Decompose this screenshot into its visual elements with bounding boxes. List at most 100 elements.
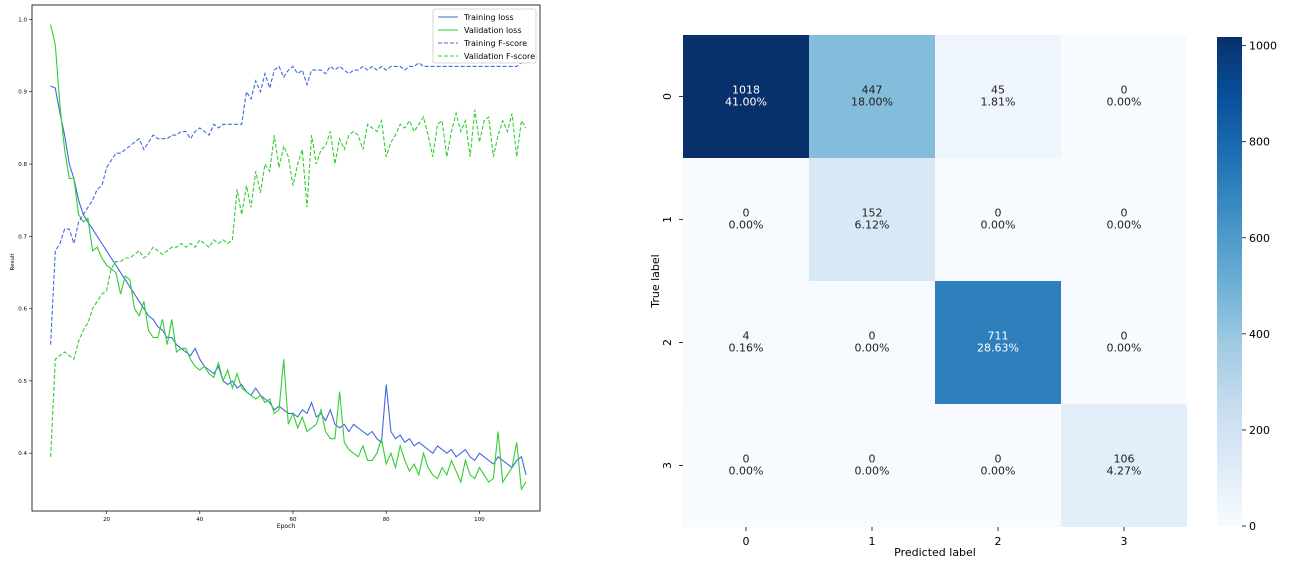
y-tick-label: 0.9 [18, 90, 27, 96]
heatmap-cell [935, 35, 1061, 158]
colorbar-tick-label: 800 [1249, 136, 1270, 149]
cell-count-label: 45 [991, 84, 1005, 97]
cell-count-label: 106 [1114, 453, 1135, 466]
heatmap-cell [1061, 35, 1187, 158]
legend-frame [432, 8, 537, 64]
heatmap-cell [1061, 281, 1187, 404]
x-tick-label: 20 [103, 517, 110, 523]
x-tick-label: 2 [995, 535, 1002, 548]
y-tick-label: 2 [661, 339, 674, 346]
heatmap-x-axis-label: Predicted label [894, 546, 976, 559]
y-tick-label: 3 [661, 462, 674, 469]
legend-entries: Training loss Validation loss Training F-s… [438, 13, 535, 61]
heatmap-cell [935, 281, 1061, 404]
y-tick-label: 0.7 [18, 234, 27, 240]
x-tick-label: 0 [743, 535, 750, 548]
cell-percent-label: 0.16% [729, 342, 764, 355]
y-tick-label: 0.6 [18, 307, 27, 313]
x-tick-label: 80 [383, 517, 390, 523]
heatmap-x-axis: 0 1 2 3 [743, 527, 1128, 548]
cell-count-label: 0 [869, 330, 876, 343]
cell-percent-label: 18.00% [851, 96, 893, 109]
line-chart-plot-area [31, 4, 541, 512]
cell-count-label: 152 [862, 207, 883, 220]
cell-percent-label: 41.00% [725, 96, 767, 109]
cell-percent-label: 0.00% [981, 465, 1016, 478]
legend-label: Training loss [463, 13, 514, 22]
x-tick-label: 1 [869, 535, 876, 548]
colorbar-ticks: 0 200 400 600 800 1000 [1242, 40, 1277, 533]
line-chart-y-axis-label: Result [10, 253, 16, 271]
line-chart-series-group [50, 24, 527, 491]
heatmap-cell [809, 158, 935, 281]
heatmap-y-axis: 0 1 2 3 [661, 93, 683, 469]
cell-percent-label: 4.27% [1107, 465, 1142, 478]
heatmap-y-axis-label: True label [649, 254, 662, 308]
line-chart: 0.40.50.60.70.80.91.0 20 40 60 80 100 Epoch … [10, 4, 541, 530]
colorbar-tick-label: 1000 [1249, 40, 1277, 53]
cell-count-label: 0 [995, 207, 1002, 220]
series-line-validation-f-score [50, 109, 527, 457]
colorbar-gradient [1217, 37, 1242, 526]
cell-count-label: 4 [743, 330, 750, 343]
cell-percent-label: 0.00% [855, 465, 890, 478]
line-chart-x-axis: 20 40 60 80 100 [103, 511, 485, 523]
series-line-validation-loss [50, 24, 527, 491]
heatmap-cell [683, 35, 809, 158]
cell-count-label: 0 [1121, 207, 1128, 220]
legend-label: Validation loss [464, 26, 522, 35]
cell-percent-label: 0.00% [1107, 96, 1142, 109]
colorbar: 0 200 400 600 800 1000 [1217, 37, 1277, 533]
cell-percent-label: 6.12% [855, 219, 890, 232]
x-tick-label: 40 [196, 517, 203, 523]
cell-percent-label: 0.00% [729, 465, 764, 478]
cell-percent-label: 0.00% [729, 219, 764, 232]
cell-count-label: 0 [743, 453, 750, 466]
colorbar-tick-label: 0 [1249, 520, 1256, 533]
cell-percent-label: 0.00% [855, 342, 890, 355]
cell-count-label: 0 [869, 453, 876, 466]
y-tick-label: 0.8 [18, 162, 27, 168]
x-tick-label: 100 [474, 517, 485, 523]
cell-count-label: 447 [862, 84, 883, 97]
heatmap-cells: 101841.00%44718.00%451.81%00.00%00.00%15… [683, 35, 1187, 527]
heatmap-cell [809, 404, 935, 527]
heatmap-cell [935, 404, 1061, 527]
x-tick-label: 3 [1121, 535, 1128, 548]
y-tick-label: 0 [661, 93, 674, 100]
heatmap-cell [1061, 158, 1187, 281]
x-tick-label: 60 [289, 517, 296, 523]
cell-count-label: 0 [1121, 84, 1128, 97]
cell-count-label: 0 [995, 453, 1002, 466]
y-tick-label: 0.4 [18, 451, 27, 457]
heatmap-cell [1061, 404, 1187, 527]
legend-label: Validation F-score [464, 52, 535, 61]
colorbar-tick-label: 200 [1249, 424, 1270, 437]
cell-count-label: 0 [743, 207, 750, 220]
series-line-training-loss [50, 85, 527, 476]
cell-percent-label: 0.00% [1107, 219, 1142, 232]
colorbar-tick-label: 400 [1249, 328, 1270, 341]
cell-percent-label: 28.63% [977, 342, 1019, 355]
heatmap-cell [809, 281, 935, 404]
cell-percent-label: 0.00% [1107, 342, 1142, 355]
heatmap-cell [683, 281, 809, 404]
cell-percent-label: 1.81% [981, 96, 1016, 109]
cell-count-label: 0 [1121, 330, 1128, 343]
legend-label: Training F-score [463, 39, 527, 48]
y-tick-label: 1 [661, 216, 674, 223]
heatmap-cell [683, 158, 809, 281]
y-tick-label: 0.5 [18, 379, 27, 385]
line-chart-legend: Training loss Validation loss Training F-s… [432, 8, 537, 64]
cell-count-label: 711 [988, 330, 1009, 343]
colorbar-tick-label: 600 [1249, 232, 1270, 245]
cell-percent-label: 0.00% [981, 219, 1016, 232]
cell-count-label: 1018 [732, 84, 760, 97]
line-chart-y-axis: 0.4 0.5 0.6 0.7 0.8 0.9 1.0 [18, 17, 32, 457]
y-tick-label: 1.0 [18, 17, 27, 23]
confusion-matrix: 101841.00%44718.00%451.81%00.00%00.00%15… [649, 35, 1277, 559]
heatmap-cell [683, 404, 809, 527]
heatmap-cell [809, 35, 935, 158]
heatmap-cell [935, 158, 1061, 281]
